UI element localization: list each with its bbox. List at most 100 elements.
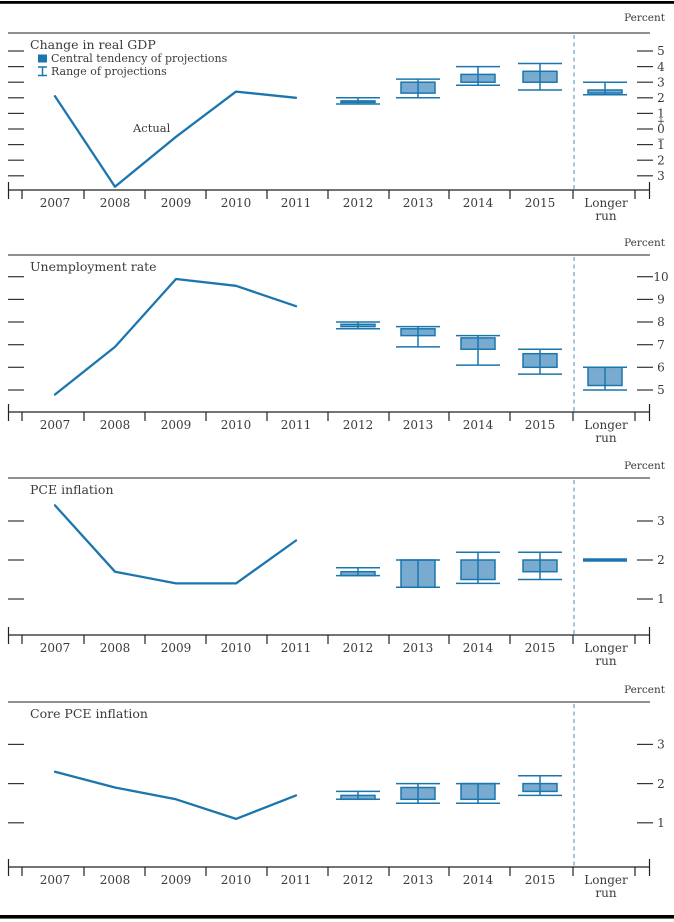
- x-tick-label: 2011: [281, 418, 312, 432]
- x-tick-label: 2012: [343, 641, 374, 655]
- x-tick-label: 2008: [100, 418, 131, 432]
- x-tick-label-run: run: [595, 654, 616, 668]
- panel-title: Change in real GDP: [30, 37, 156, 52]
- x-tick-label: 2009: [161, 641, 192, 655]
- y-tick-label: 9: [657, 293, 665, 307]
- x-tick-label: 2011: [281, 196, 312, 210]
- minus-sign-label: −: [657, 134, 665, 145]
- actual-line: [53, 90, 298, 188]
- projection-2013: [396, 78, 440, 99]
- x-tick-label: 2009: [161, 873, 192, 887]
- projection-2014: [456, 551, 500, 585]
- x-tick-label: 2010: [221, 418, 252, 432]
- y-tick-label: 2: [657, 153, 665, 167]
- panel-title: PCE inflation: [30, 482, 114, 497]
- y-tick-label: 8: [657, 315, 665, 329]
- x-tick-label: 2012: [343, 196, 374, 210]
- x-tick-label-run: run: [595, 431, 616, 445]
- bottom-rule: [0, 915, 674, 919]
- panel-3: Percent 3 2 1 2007 2008 2009 2010 2011 2012 2013 20…: [7, 460, 666, 668]
- panel-4: Percent 3 2 1 2007 2008 2009 2010 2011 2012 2013 20…: [7, 684, 666, 900]
- x-tick-label: 2014: [463, 196, 494, 210]
- percent-label: Percent: [624, 684, 666, 696]
- y-tick-label: 7: [657, 338, 665, 352]
- y-tick-label: 1: [657, 816, 665, 830]
- x-tick-label-run: run: [595, 886, 616, 900]
- y-tick-label: 3: [657, 514, 665, 528]
- x-tick-label: 2009: [161, 196, 192, 210]
- x-tick-label-longer: Longer: [584, 873, 628, 887]
- actual-line: [53, 504, 298, 585]
- panel-2: Percent 10 9 8 7 6 5 2007 2008 2009 2010 2011 2012 20…: [7, 237, 669, 445]
- plus-sign-label: +: [657, 116, 665, 127]
- projection-longer-run: [583, 366, 627, 391]
- y-tick-label: 2: [657, 91, 665, 105]
- legend-range-label: Range of projections: [51, 65, 167, 78]
- y-tick-label: 1: [657, 107, 665, 121]
- projection-2014: [456, 782, 500, 804]
- central-tendency-swatch-icon: [38, 54, 47, 63]
- projection-2013: [396, 559, 440, 589]
- x-tick-label: 2013: [403, 418, 434, 432]
- x-tick-label-longer: Longer: [584, 196, 628, 210]
- y-tick-label: 3: [657, 169, 665, 183]
- y-tick-label: 1: [657, 592, 665, 606]
- x-tick-label-run: run: [595, 209, 616, 223]
- y-tick-label: 10: [653, 270, 668, 284]
- actual-line: [53, 770, 298, 821]
- y-tick-label: 3: [657, 75, 665, 89]
- y-tick-label: 4: [657, 60, 665, 74]
- y-tick-label: 2: [657, 777, 665, 791]
- x-tick-label: 2008: [100, 641, 131, 655]
- y-tick-label: 3: [657, 738, 665, 752]
- x-tick-label: 2014: [463, 418, 494, 432]
- actual-line: [53, 277, 298, 396]
- x-tick-label: 2011: [281, 641, 312, 655]
- x-tick-label: 2013: [403, 196, 434, 210]
- x-tick-label: 2007: [40, 641, 71, 655]
- panel-title: Unemployment rate: [30, 259, 157, 274]
- x-tick-label: 2015: [525, 418, 556, 432]
- y-tick-label: 2: [657, 553, 665, 567]
- legend-central-tendency-label: Central tendency of projections: [51, 52, 228, 65]
- projection-2012: [336, 321, 380, 330]
- percent-label: Percent: [624, 12, 666, 24]
- percent-label: Percent: [624, 237, 666, 249]
- projection-2015: [518, 551, 562, 581]
- range-i-beam-icon: [38, 66, 47, 77]
- actual-label: Actual: [132, 121, 171, 135]
- panel-title: Core PCE inflation: [30, 706, 148, 721]
- y-tick-label: 1: [657, 138, 665, 152]
- y-tick-label: 5: [657, 383, 665, 397]
- x-tick-label: 2015: [525, 196, 556, 210]
- projection-2014: [456, 334, 500, 366]
- percent-label: Percent: [624, 460, 666, 472]
- x-tick-label: 2010: [221, 641, 252, 655]
- x-tick-label: 2012: [343, 418, 374, 432]
- y-tick-label: 6: [657, 361, 665, 375]
- x-tick-label: 2013: [403, 641, 434, 655]
- projection-2014: [456, 65, 500, 87]
- x-tick-label: 2015: [525, 873, 556, 887]
- projection-2012: [336, 97, 380, 105]
- x-tick-label: 2014: [463, 641, 494, 655]
- projection-2015: [518, 62, 562, 91]
- projection-longer-run: [583, 81, 627, 96]
- top-rule: [0, 1, 674, 4]
- y-tick-label: 5: [657, 44, 665, 58]
- projection-2013: [396, 325, 440, 348]
- x-tick-label: 2013: [403, 873, 434, 887]
- x-tick-label: 2007: [40, 873, 71, 887]
- x-tick-label: 2010: [221, 196, 252, 210]
- x-tick-label: 2008: [100, 873, 131, 887]
- x-tick-label: 2012: [343, 873, 374, 887]
- x-tick-label: 2015: [525, 641, 556, 655]
- projection-2015: [518, 775, 562, 797]
- x-tick-label: 2010: [221, 873, 252, 887]
- projection-2012: [336, 790, 380, 801]
- projection-2012: [336, 567, 380, 577]
- x-tick-label: 2014: [463, 873, 494, 887]
- y-tick-label: 0: [657, 122, 665, 136]
